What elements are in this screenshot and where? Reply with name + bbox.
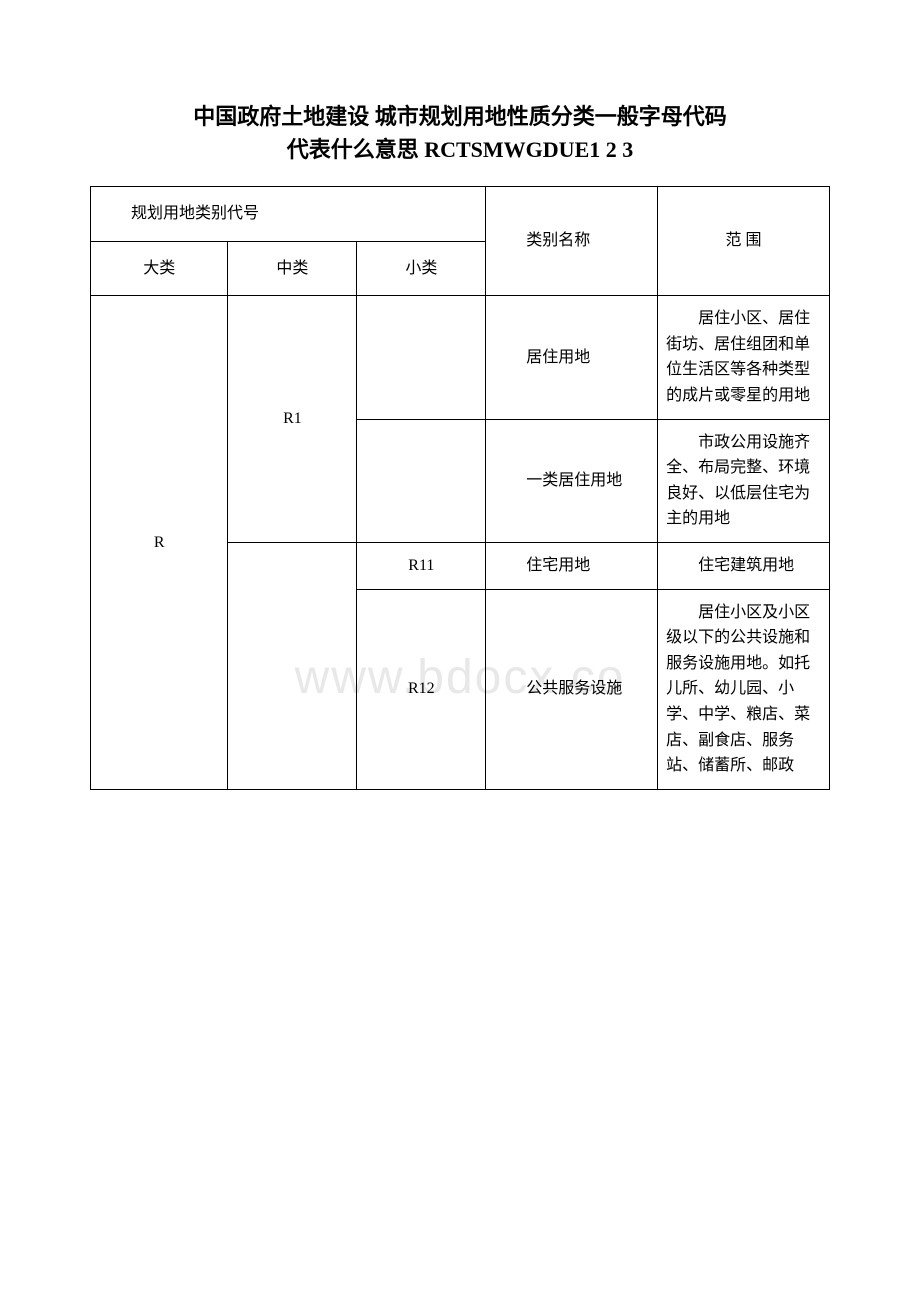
cell-minor-code: R12 [357, 589, 486, 789]
cell-desc: 住宅建筑用地 [658, 542, 830, 589]
cell-major-code: R [91, 296, 228, 790]
cell-name: 一类居住用地 [486, 419, 658, 542]
cell-minor-code [357, 419, 486, 542]
cell-name: 居住用地 [486, 296, 658, 419]
cell-desc: 市政公用设施齐全、布局完整、环境良好、以低层住宅为主的用地 [658, 419, 830, 542]
cell-name: 公共服务设施 [486, 589, 658, 789]
title-line-1: 中国政府土地建设 城市规划用地性质分类一般字母代码 [193, 104, 727, 129]
cell-name: 住宅用地 [486, 542, 658, 589]
cell-minor-code [357, 296, 486, 419]
cell-middle-code: R1 [228, 296, 357, 543]
header-code-group: 规划用地类别代号 [91, 187, 486, 242]
header-name: 类别名称 [486, 187, 658, 296]
header-minor: 小类 [357, 241, 486, 296]
document-title: 中国政府土地建设 城市规划用地性质分类一般字母代码 代表什么意思 RCTSMWG… [90, 100, 830, 166]
land-classification-table: 规划用地类别代号 类别名称 范 围 大类 中类 小类 R R1 居住用地 居住小… [90, 186, 830, 790]
header-major: 大类 [91, 241, 228, 296]
table-row: R R1 居住用地 居住小区、居住街坊、居住组团和单位生活区等各种类型的成片或零… [91, 296, 830, 419]
title-line-2: 代表什么意思 RCTSMWGDUE1 2 3 [287, 137, 634, 162]
cell-minor-code: R11 [357, 542, 486, 589]
header-scope: 范 围 [658, 187, 830, 296]
document-content: 中国政府土地建设 城市规划用地性质分类一般字母代码 代表什么意思 RCTSMWG… [90, 100, 830, 790]
header-middle: 中类 [228, 241, 357, 296]
cell-desc: 居住小区及小区级以下的公共设施和服务设施用地。如托儿所、幼儿园、小学、中学、粮店… [658, 589, 830, 789]
cell-desc: 居住小区、居住街坊、居住组团和单位生活区等各种类型的成片或零星的用地 [658, 296, 830, 419]
table-header-row-1: 规划用地类别代号 类别名称 范 围 [91, 187, 830, 242]
cell-middle-code [228, 542, 357, 789]
